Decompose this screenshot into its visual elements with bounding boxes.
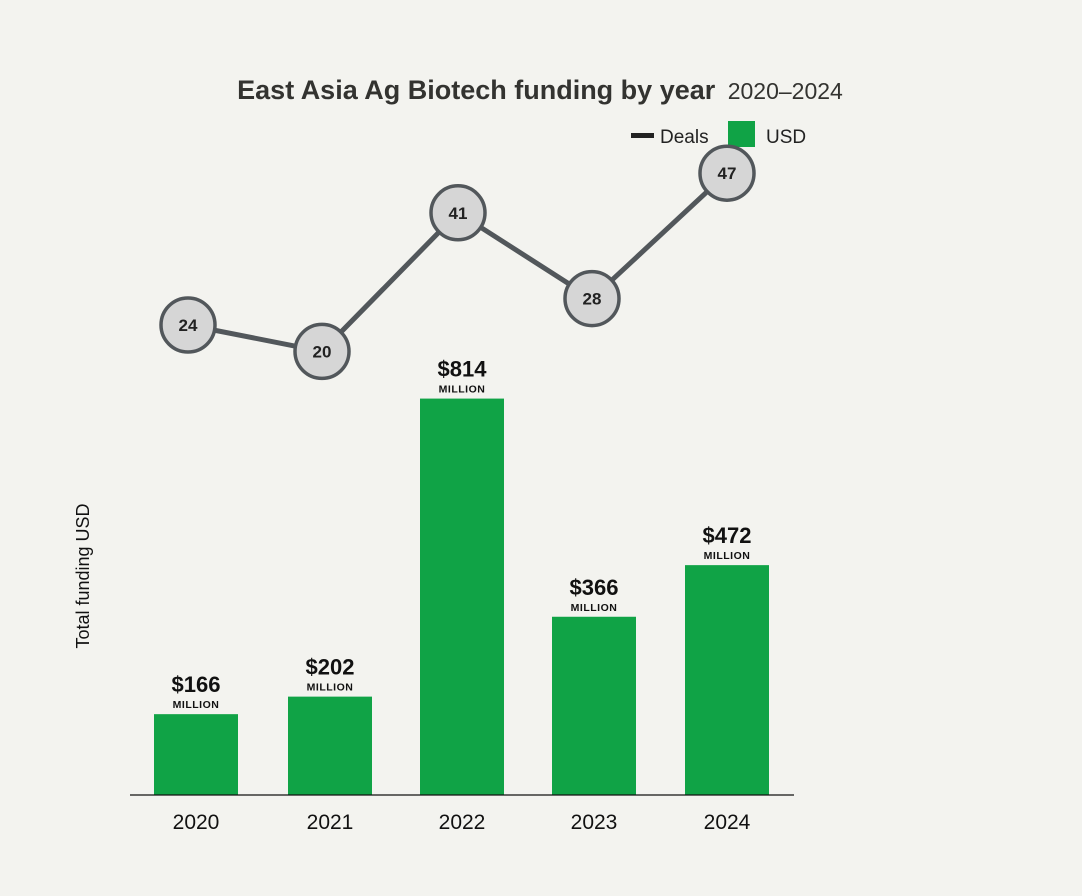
deals-value-label-2022: 41 <box>449 204 468 223</box>
deals-value-label-2020: 24 <box>179 316 198 335</box>
deals-marker-2023 <box>563 269 621 328</box>
x-tick-label-2020: 2020 <box>173 811 220 834</box>
bar-2023 <box>552 616 636 795</box>
deals-marker-2020 <box>159 296 217 354</box>
bar-value-label-2024: $472 <box>703 523 752 548</box>
bar-value-label-2023: $366 <box>570 575 619 600</box>
legend-usd-label: USD <box>766 127 806 148</box>
deals-value-label-2024: 47 <box>718 164 737 183</box>
bar-2024 <box>685 565 769 795</box>
bar-unit-label-2022: MILLION <box>439 384 486 396</box>
x-tick-label-2023: 2023 <box>571 811 618 834</box>
x-tick-label-2021: 2021 <box>307 811 354 834</box>
bar-2022 <box>420 398 504 795</box>
bar-unit-label-2024: MILLION <box>704 550 751 562</box>
deals-line-series: 24 20 41 28 47 <box>159 144 756 381</box>
bar-series: $166 MILLION $202 MILLION $814 MILLION $366 MIL… <box>154 357 769 795</box>
bar-unit-label-2023: MILLION <box>571 602 618 614</box>
bar-2020 <box>154 714 238 795</box>
bar-value-label-2021: $202 <box>306 655 355 680</box>
x-axis-ticks: 2020 2021 2022 2023 2024 <box>173 811 751 834</box>
x-tick-label-2022: 2022 <box>439 811 486 834</box>
deals-marker-2024 <box>698 144 756 202</box>
bar-unit-label-2020: MILLION <box>173 699 220 711</box>
deals-marker-2021 <box>293 322 351 381</box>
legend-usd-swatch <box>728 121 755 147</box>
legend-deals-swatch <box>631 133 654 138</box>
legend: Deals USD <box>631 121 806 148</box>
x-tick-label-2024: 2024 <box>704 811 751 834</box>
bar-unit-label-2021: MILLION <box>307 682 354 694</box>
chart-title-sub: 2020–2024 <box>728 78 843 104</box>
bar-value-label-2022: $814 <box>438 357 488 382</box>
chart-title-main: East Asia Ag Biotech funding by year <box>237 75 716 105</box>
deals-value-label-2021: 20 <box>313 342 332 361</box>
chart-title: East Asia Ag Biotech funding by year 202… <box>237 75 843 105</box>
y-axis-label: Total funding USD <box>73 503 93 648</box>
bar-value-label-2020: $166 <box>172 672 221 697</box>
deals-value-label-2023: 28 <box>583 290 602 309</box>
legend-deals-label: Deals <box>660 127 709 148</box>
bar-2021 <box>288 696 372 795</box>
deals-marker-2022 <box>429 184 487 242</box>
